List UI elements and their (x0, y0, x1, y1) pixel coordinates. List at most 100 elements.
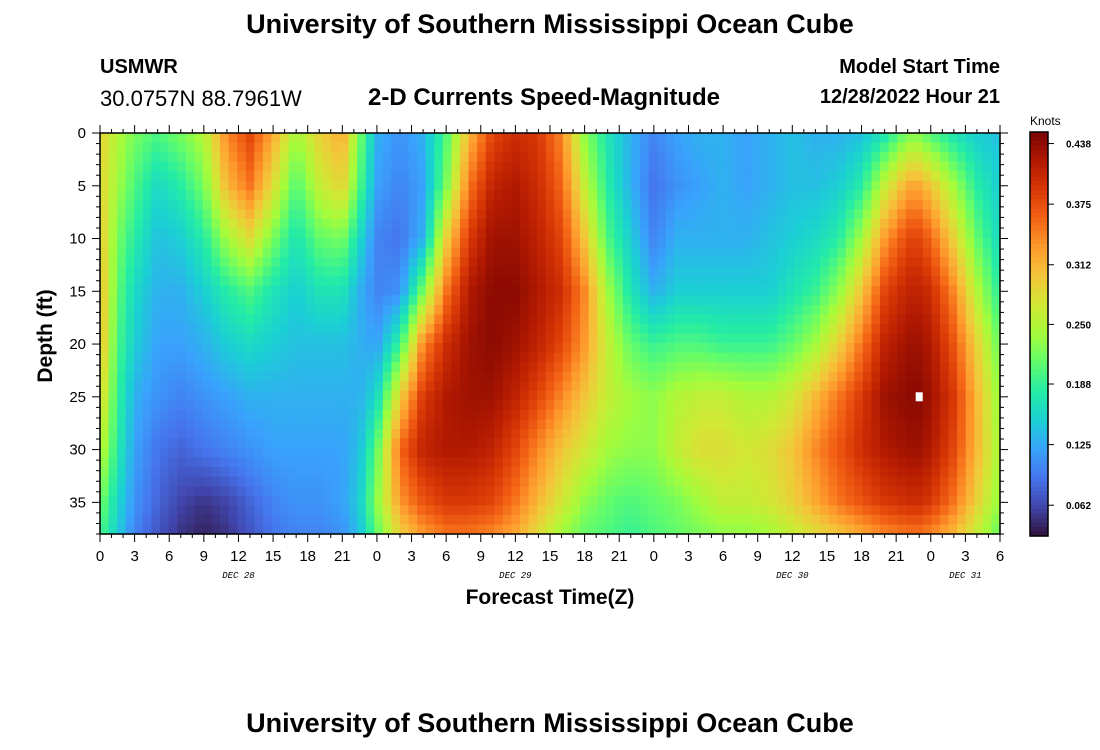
heatmap-cell (828, 209, 838, 220)
heatmap-cell (160, 152, 170, 163)
heatmap-cell (854, 457, 864, 468)
heatmap-cell (134, 218, 144, 230)
heatmap-cell (168, 333, 178, 344)
heatmap-cell (374, 276, 384, 287)
heatmap-cell (382, 362, 393, 373)
heatmap-cell (708, 142, 718, 153)
heatmap-cell (751, 362, 761, 373)
heatmap-cell (837, 199, 847, 210)
heatmap-cell (614, 362, 624, 373)
heatmap-cell (477, 238, 487, 249)
heatmap-cell (254, 362, 264, 373)
heatmap-cell (597, 428, 607, 440)
heatmap-cell (837, 228, 847, 239)
heatmap-cell (760, 171, 770, 182)
heatmap-cell (262, 448, 273, 459)
heatmap-cell (348, 285, 358, 296)
heatmap-cell (211, 524, 221, 535)
heatmap-cell (905, 295, 915, 306)
heatmap-cell (597, 304, 607, 316)
heatmap-cell (520, 333, 530, 344)
heatmap-cell (520, 524, 530, 535)
heatmap-cell (854, 467, 864, 478)
heatmap-cell (142, 133, 153, 144)
heatmap-cell (665, 438, 675, 449)
heatmap-cell (837, 238, 847, 249)
heatmap-cell (468, 390, 478, 401)
heatmap-cell (262, 371, 273, 382)
heatmap-cell (262, 314, 273, 325)
heatmap-cell (708, 133, 718, 144)
heatmap-cell (914, 199, 924, 210)
heatmap-cell (297, 180, 307, 191)
heatmap-cell (117, 495, 127, 506)
heatmap-cell (717, 495, 727, 506)
heatmap-cell (691, 142, 701, 153)
heatmap-cell (340, 180, 350, 191)
heatmap-cell (142, 362, 153, 373)
heatmap-cell (674, 323, 684, 335)
heatmap-cell (674, 352, 684, 363)
heatmap-cell (151, 152, 161, 163)
heatmap-cell (322, 304, 333, 316)
heatmap-cell (820, 266, 830, 277)
heatmap-cell (794, 428, 804, 440)
heatmap-cell (785, 152, 795, 163)
heatmap-cell (640, 486, 650, 497)
heatmap-cell (657, 133, 667, 144)
heatmap-cell (502, 171, 513, 182)
heatmap-cell (605, 333, 615, 344)
heatmap-cell (382, 161, 393, 172)
heatmap-cell (580, 218, 590, 230)
heatmap-cell (742, 209, 753, 220)
heatmap-cell (305, 409, 315, 421)
heatmap-cell (640, 362, 650, 373)
colorbar-tick-label: 0.062 (1066, 501, 1091, 512)
heatmap-cell (374, 304, 384, 316)
colorbar-step (1030, 329, 1048, 335)
heatmap-cell (237, 133, 247, 144)
heatmap-cell (922, 190, 933, 201)
heatmap-cell (502, 400, 513, 411)
heatmap-cell (391, 428, 401, 440)
heatmap-cell (314, 209, 324, 220)
heatmap-cell (862, 333, 873, 344)
heatmap-cell (417, 505, 427, 516)
heatmap-cell (271, 295, 281, 306)
heatmap-cell (108, 409, 118, 421)
heatmap-cell (374, 381, 384, 392)
heatmap-cell (348, 161, 358, 172)
heatmap-cell (237, 285, 247, 296)
heatmap-cell (468, 209, 478, 220)
heatmap-cell (631, 409, 641, 421)
heatmap-cell (794, 199, 804, 210)
heatmap-cell (691, 190, 701, 201)
heatmap-cell (322, 524, 333, 535)
heatmap-cell (100, 333, 110, 344)
heatmap-cell (142, 218, 153, 230)
heatmap-cell (425, 438, 435, 449)
heatmap-cell (940, 333, 950, 344)
heatmap-cell (965, 409, 975, 421)
heatmap-cell (400, 323, 410, 335)
heatmap-cell (820, 400, 830, 411)
heatmap-cell (202, 343, 213, 354)
heatmap-cell (828, 438, 838, 449)
heatmap-cell (802, 257, 813, 268)
heatmap-cell (408, 419, 418, 430)
heatmap-cell (871, 180, 881, 191)
heatmap-cell (914, 238, 924, 249)
heatmap-cell (580, 190, 590, 201)
heatmap-cell (991, 133, 1001, 144)
heatmap-cell (588, 419, 598, 430)
heatmap-cell (682, 343, 693, 354)
heatmap-cell (100, 142, 110, 153)
heatmap-cell (622, 390, 633, 401)
heatmap-cell (691, 171, 701, 182)
heatmap-cell (742, 266, 753, 277)
heatmap-cell (502, 495, 513, 506)
x-tick-label: 3 (684, 548, 692, 565)
heatmap-cell (974, 295, 984, 306)
heatmap-cell (691, 438, 701, 449)
heatmap-cell (725, 142, 735, 153)
